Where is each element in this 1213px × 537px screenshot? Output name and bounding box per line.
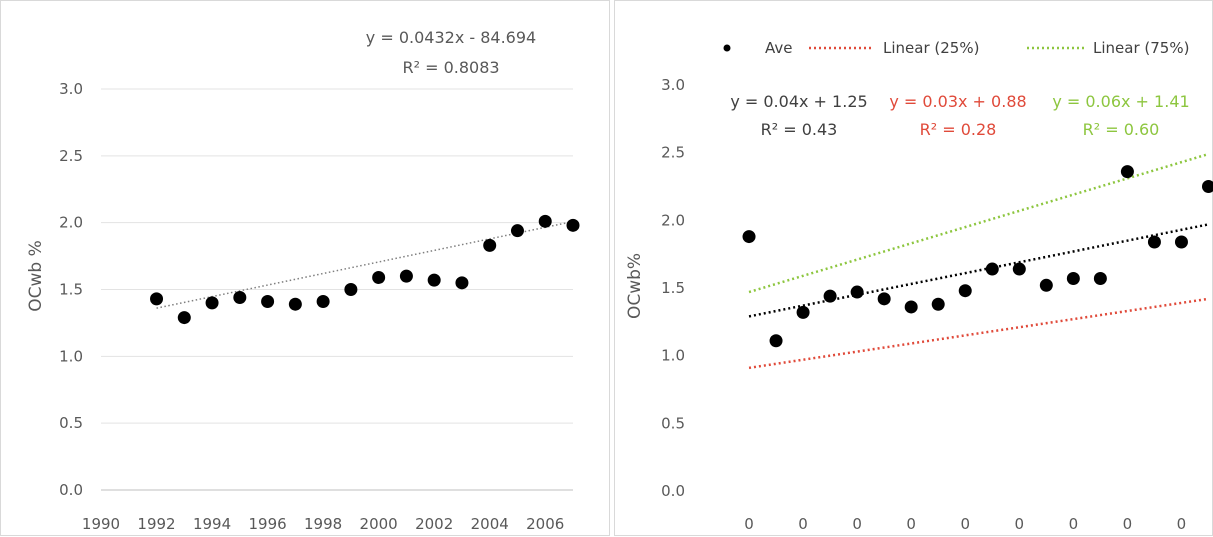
x-tick-label: 2006: [526, 515, 564, 533]
data-point: [769, 334, 783, 348]
y-tick-label: 0.5: [59, 414, 83, 432]
y-tick-labels: 0.0 0.5 1.0 1.5 2.0 2.5 3.0: [661, 76, 685, 500]
data-point: [233, 291, 247, 305]
y-tick-label: 3.0: [59, 80, 83, 98]
data-point: [1174, 235, 1188, 249]
eq-25-line2: R² = 0.28: [920, 120, 997, 139]
trendline: [156, 220, 574, 309]
x-tick-label: 1998: [304, 515, 342, 533]
y-tick-labels: 0.0 0.5 1.0 1.5 2.0 2.5 3.0: [59, 80, 83, 499]
data-point: [483, 238, 497, 252]
x-tick-label: 0: [744, 515, 754, 533]
y-tick-label: 1.0: [59, 347, 83, 365]
data-point: [150, 292, 164, 306]
data-point: [931, 297, 945, 311]
x-tick-label: 0: [960, 515, 970, 533]
data-point: [985, 262, 999, 276]
x-tick-label: 1990: [82, 515, 120, 533]
data-point: [1147, 235, 1161, 249]
y-tick-label: 1.0: [661, 347, 685, 365]
y-tick-label: 0.5: [661, 414, 685, 432]
legend-marker-ave: [723, 44, 731, 52]
data-point: [958, 284, 972, 298]
eq-75-line1: y = 0.06x + 1.41: [1052, 92, 1189, 111]
legend-entry-25: Linear (25%): [883, 39, 979, 57]
data-point: [904, 300, 918, 314]
legend: Ave Linear (25%) Linear (75%): [723, 39, 1189, 57]
data-point: [1120, 165, 1134, 179]
x-tick-label: 0: [852, 515, 862, 533]
data-point: [177, 311, 191, 325]
x-tick-label: 0: [906, 515, 916, 533]
trend-r-squared: R² = 0.8083: [402, 58, 499, 77]
y-tick-label: 2.5: [59, 147, 83, 165]
data-point: [1012, 262, 1026, 276]
eq-25-line1: y = 0.03x + 0.88: [889, 92, 1026, 111]
x-tick-label: 2004: [471, 515, 509, 533]
y-axis-label: OCwb %: [26, 240, 46, 312]
data-point: [877, 292, 891, 306]
data-point: [796, 305, 810, 319]
y-tick-label: 1.5: [59, 281, 83, 299]
data-point: [399, 269, 413, 283]
y-tick-label: 2.5: [661, 144, 685, 162]
data-point: [823, 289, 837, 303]
data-point: [316, 295, 330, 309]
y-gridlines: [101, 88, 573, 491]
eq-ave-line1: y = 0.04x + 1.25: [730, 92, 867, 111]
data-point: [372, 270, 386, 284]
data-points: [150, 214, 580, 325]
x-tick-label: 1994: [193, 515, 231, 533]
chart-left: 0.00.51.01.52.02.53.0 1990 1992 1994 1996 19…: [26, 28, 580, 533]
data-point: [566, 218, 580, 232]
y-tick-label: 2.0: [661, 211, 685, 229]
chart-right: Ave Linear (25%) Linear (75%) 0.0 0.5 1.0 1…: [625, 39, 1213, 533]
data-point: [344, 283, 358, 296]
chart-left-panel: 0.0 0.5 1.0 1.5 2.0 2.5 3.0 1990 1992 1994 1996 19…: [0, 0, 610, 536]
x-tick-label: 0: [1069, 515, 1079, 533]
data-point: [510, 224, 524, 238]
data-point: [850, 285, 864, 299]
x-tick-label: 2000: [360, 515, 398, 533]
trendline-75: [748, 152, 1209, 294]
data-point: [288, 297, 302, 311]
data-points: [742, 165, 1213, 348]
data-point: [261, 295, 275, 309]
x-tick-label: 2002: [415, 515, 453, 533]
y-tick-label: 0.0: [59, 481, 83, 499]
data-point: [1201, 180, 1213, 193]
x-tick-labels: 0 0 0 0 0 0 0 0 0: [744, 515, 1186, 533]
data-point: [455, 276, 469, 290]
y-tick-label: 2.0: [59, 214, 83, 232]
data-point: [742, 230, 756, 244]
data-point: [1039, 278, 1053, 292]
legend-entry-ave: Ave: [765, 39, 793, 57]
trendline-25: [748, 297, 1209, 370]
trend-equation: y = 0.0432x - 84.694: [366, 28, 536, 47]
x-tick-labels: 1990 1992 1994 1996 1998 2000 2002 2004 2006: [82, 515, 564, 533]
data-point: [427, 273, 441, 287]
data-point: [1093, 272, 1107, 286]
data-point: [538, 214, 552, 228]
x-tick-label: 0: [1015, 515, 1025, 533]
data-point: [1066, 272, 1080, 286]
y-tick-label: 3.0: [661, 76, 685, 94]
legend-entry-75: Linear (75%): [1093, 39, 1189, 57]
y-tick-label: 1.5: [661, 279, 685, 297]
data-point: [205, 296, 219, 310]
x-tick-label: 0: [1123, 515, 1133, 533]
x-tick-label: 1992: [137, 515, 175, 533]
eq-ave-line2: R² = 0.43: [761, 120, 838, 139]
x-tick-label: 1996: [248, 515, 286, 533]
chart-right-panel: Ave Linear (25%) Linear (75%) 0.0 0.5 1.0 1…: [614, 0, 1213, 536]
x-tick-label: 0: [798, 515, 808, 533]
trendline-ave: [748, 223, 1209, 318]
x-tick-label: 0: [1177, 515, 1187, 533]
y-tick-label: 0.0: [661, 482, 685, 500]
eq-75-line2: R² = 0.60: [1083, 120, 1160, 139]
y-axis-label: OCwb%: [625, 253, 645, 319]
